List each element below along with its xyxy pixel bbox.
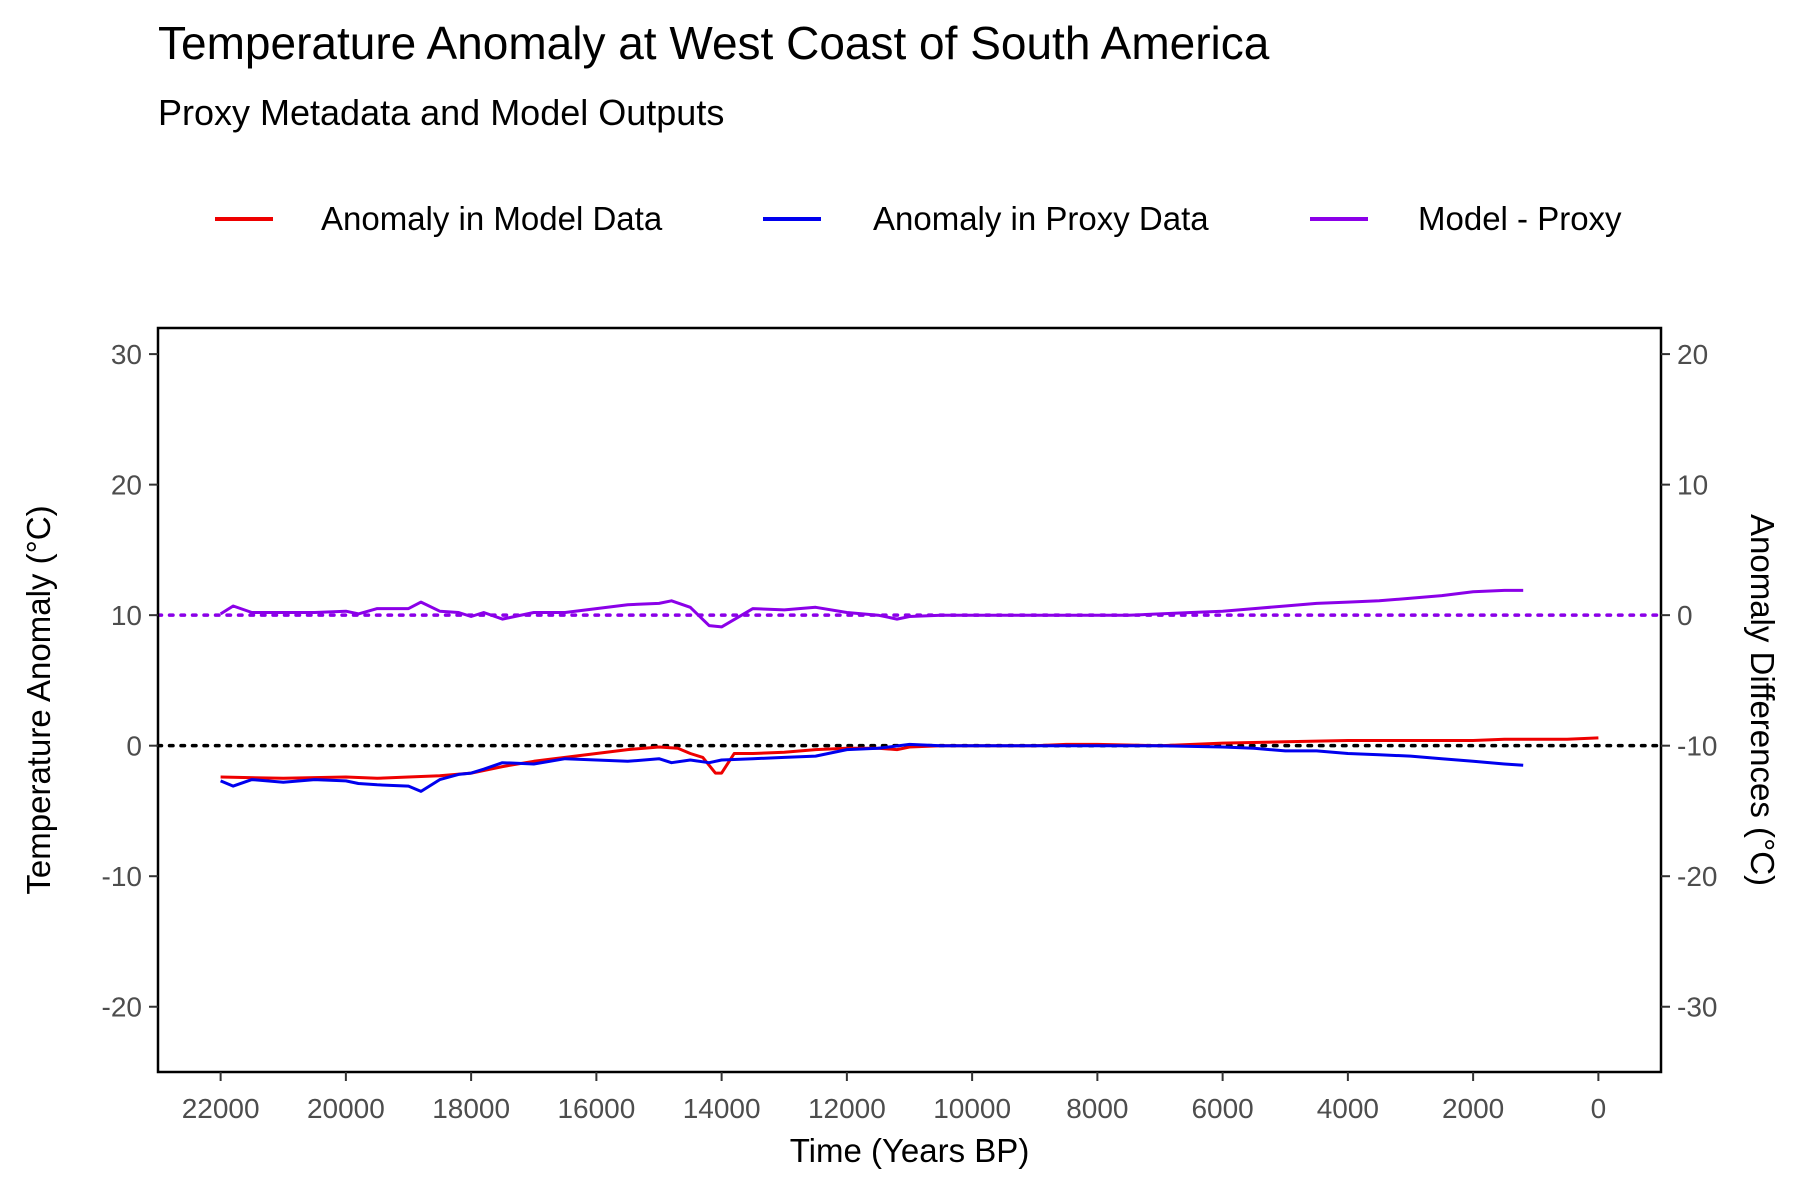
y-axis-title: Temperature Anomaly (°C) bbox=[20, 505, 57, 894]
x-tick-label: 12000 bbox=[808, 1093, 886, 1124]
y-tick-label: -10 bbox=[102, 861, 142, 892]
series-line-model-proxy bbox=[219, 588, 1524, 629]
y2-tick-label: 0 bbox=[1677, 600, 1693, 631]
chart-title: Temperature Anomaly at West Coast of Sou… bbox=[158, 17, 1270, 69]
x-tick-label: 6000 bbox=[1191, 1093, 1253, 1124]
y2-tick-label: 10 bbox=[1677, 470, 1708, 501]
y-tick-label: -20 bbox=[102, 992, 142, 1023]
reference-lines bbox=[156, 613, 1663, 748]
y2-axis-title: Anomaly Differences (°C) bbox=[1744, 514, 1781, 886]
y2-tick-label: -30 bbox=[1677, 992, 1717, 1023]
chart-subtitle: Proxy Metadata and Model Outputs bbox=[158, 92, 725, 133]
legend: Anomaly in Model Data Anomaly in Proxy Da… bbox=[215, 200, 1622, 237]
legend-label: Model - Proxy bbox=[1418, 200, 1622, 237]
y2-tick-label: 20 bbox=[1677, 339, 1708, 370]
x-axis: 22000 20000 18000 16000 14000 12000 10000 8000 6… bbox=[182, 1072, 1606, 1124]
x-axis-title: Time (Years BP) bbox=[790, 1132, 1030, 1169]
plot-panel bbox=[156, 326, 1663, 1074]
x-tick-label: 0 bbox=[1591, 1093, 1607, 1124]
legend-label: Anomaly in Proxy Data bbox=[873, 200, 1209, 237]
x-tick-label: 16000 bbox=[557, 1093, 635, 1124]
y-tick-label: 30 bbox=[111, 339, 142, 370]
y2-axis: 20 10 0 -10 -20 -30 bbox=[1661, 339, 1717, 1023]
y-tick-label: 0 bbox=[126, 731, 142, 762]
x-tick-label: 10000 bbox=[933, 1093, 1011, 1124]
x-tick-label: 4000 bbox=[1317, 1093, 1379, 1124]
x-tick-label: 8000 bbox=[1066, 1093, 1128, 1124]
series-line-anomaly-in-model-data bbox=[220, 736, 1599, 780]
y2-tick-label: -10 bbox=[1677, 731, 1717, 762]
x-tick-label: 20000 bbox=[307, 1093, 385, 1124]
x-tick-label: 2000 bbox=[1442, 1093, 1504, 1124]
legend-label: Anomaly in Model Data bbox=[321, 200, 663, 237]
x-tick-label: 22000 bbox=[182, 1093, 260, 1124]
y-axis: 30 20 10 0 -10 -20 bbox=[102, 339, 158, 1023]
y-tick-label: 10 bbox=[111, 600, 142, 631]
series-lines bbox=[219, 588, 1599, 793]
x-tick-label: 14000 bbox=[683, 1093, 761, 1124]
series-line-anomaly-in-proxy-data bbox=[220, 742, 1524, 793]
y2-tick-label: -20 bbox=[1677, 861, 1717, 892]
y-tick-label: 20 bbox=[111, 470, 142, 501]
x-tick-label: 18000 bbox=[432, 1093, 510, 1124]
